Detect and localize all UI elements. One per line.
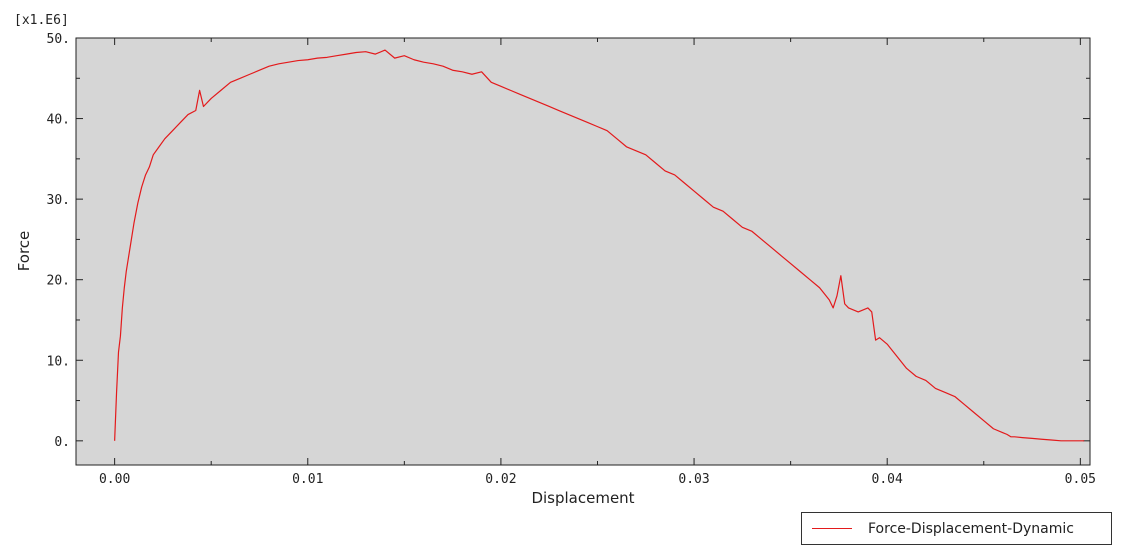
plot-area	[75, 37, 1091, 466]
series-line	[114, 49, 1085, 442]
y-multiplier-label: [x1.E6]	[14, 13, 69, 28]
x-tick-label: 0.03	[678, 472, 709, 487]
y-tick-label: 50.	[47, 32, 70, 47]
x-tick-label: 0.05	[1065, 472, 1096, 487]
x-tick-label: 0.00	[99, 472, 130, 487]
y-tick-label: 30.	[47, 193, 70, 208]
series-layer	[114, 49, 1085, 442]
y-axis-title: Force	[15, 231, 33, 272]
x-tick-label: 0.04	[872, 472, 903, 487]
x-axis-title: Displacement	[531, 489, 634, 507]
y-tick-labels: 0. 10. 20. 30. 40. 50.	[47, 32, 70, 450]
y-tick-label: 0.	[54, 435, 70, 450]
legend-swatch	[812, 528, 852, 529]
x-tick-labels: 0.00 0.01 0.02 0.03 0.04 0.05	[99, 472, 1096, 487]
axis-ticks	[76, 37, 1090, 465]
y-tick-label: 20.	[47, 274, 70, 289]
y-tick-label: 10.	[47, 354, 70, 369]
x-tick-label: 0.01	[292, 472, 323, 487]
y-tick-label: 40.	[47, 113, 70, 128]
x-tick-label: 0.02	[485, 472, 516, 487]
legend-label: Force-Displacement-Dynamic	[868, 520, 1074, 537]
legend: Force-Displacement-Dynamic	[801, 512, 1112, 545]
